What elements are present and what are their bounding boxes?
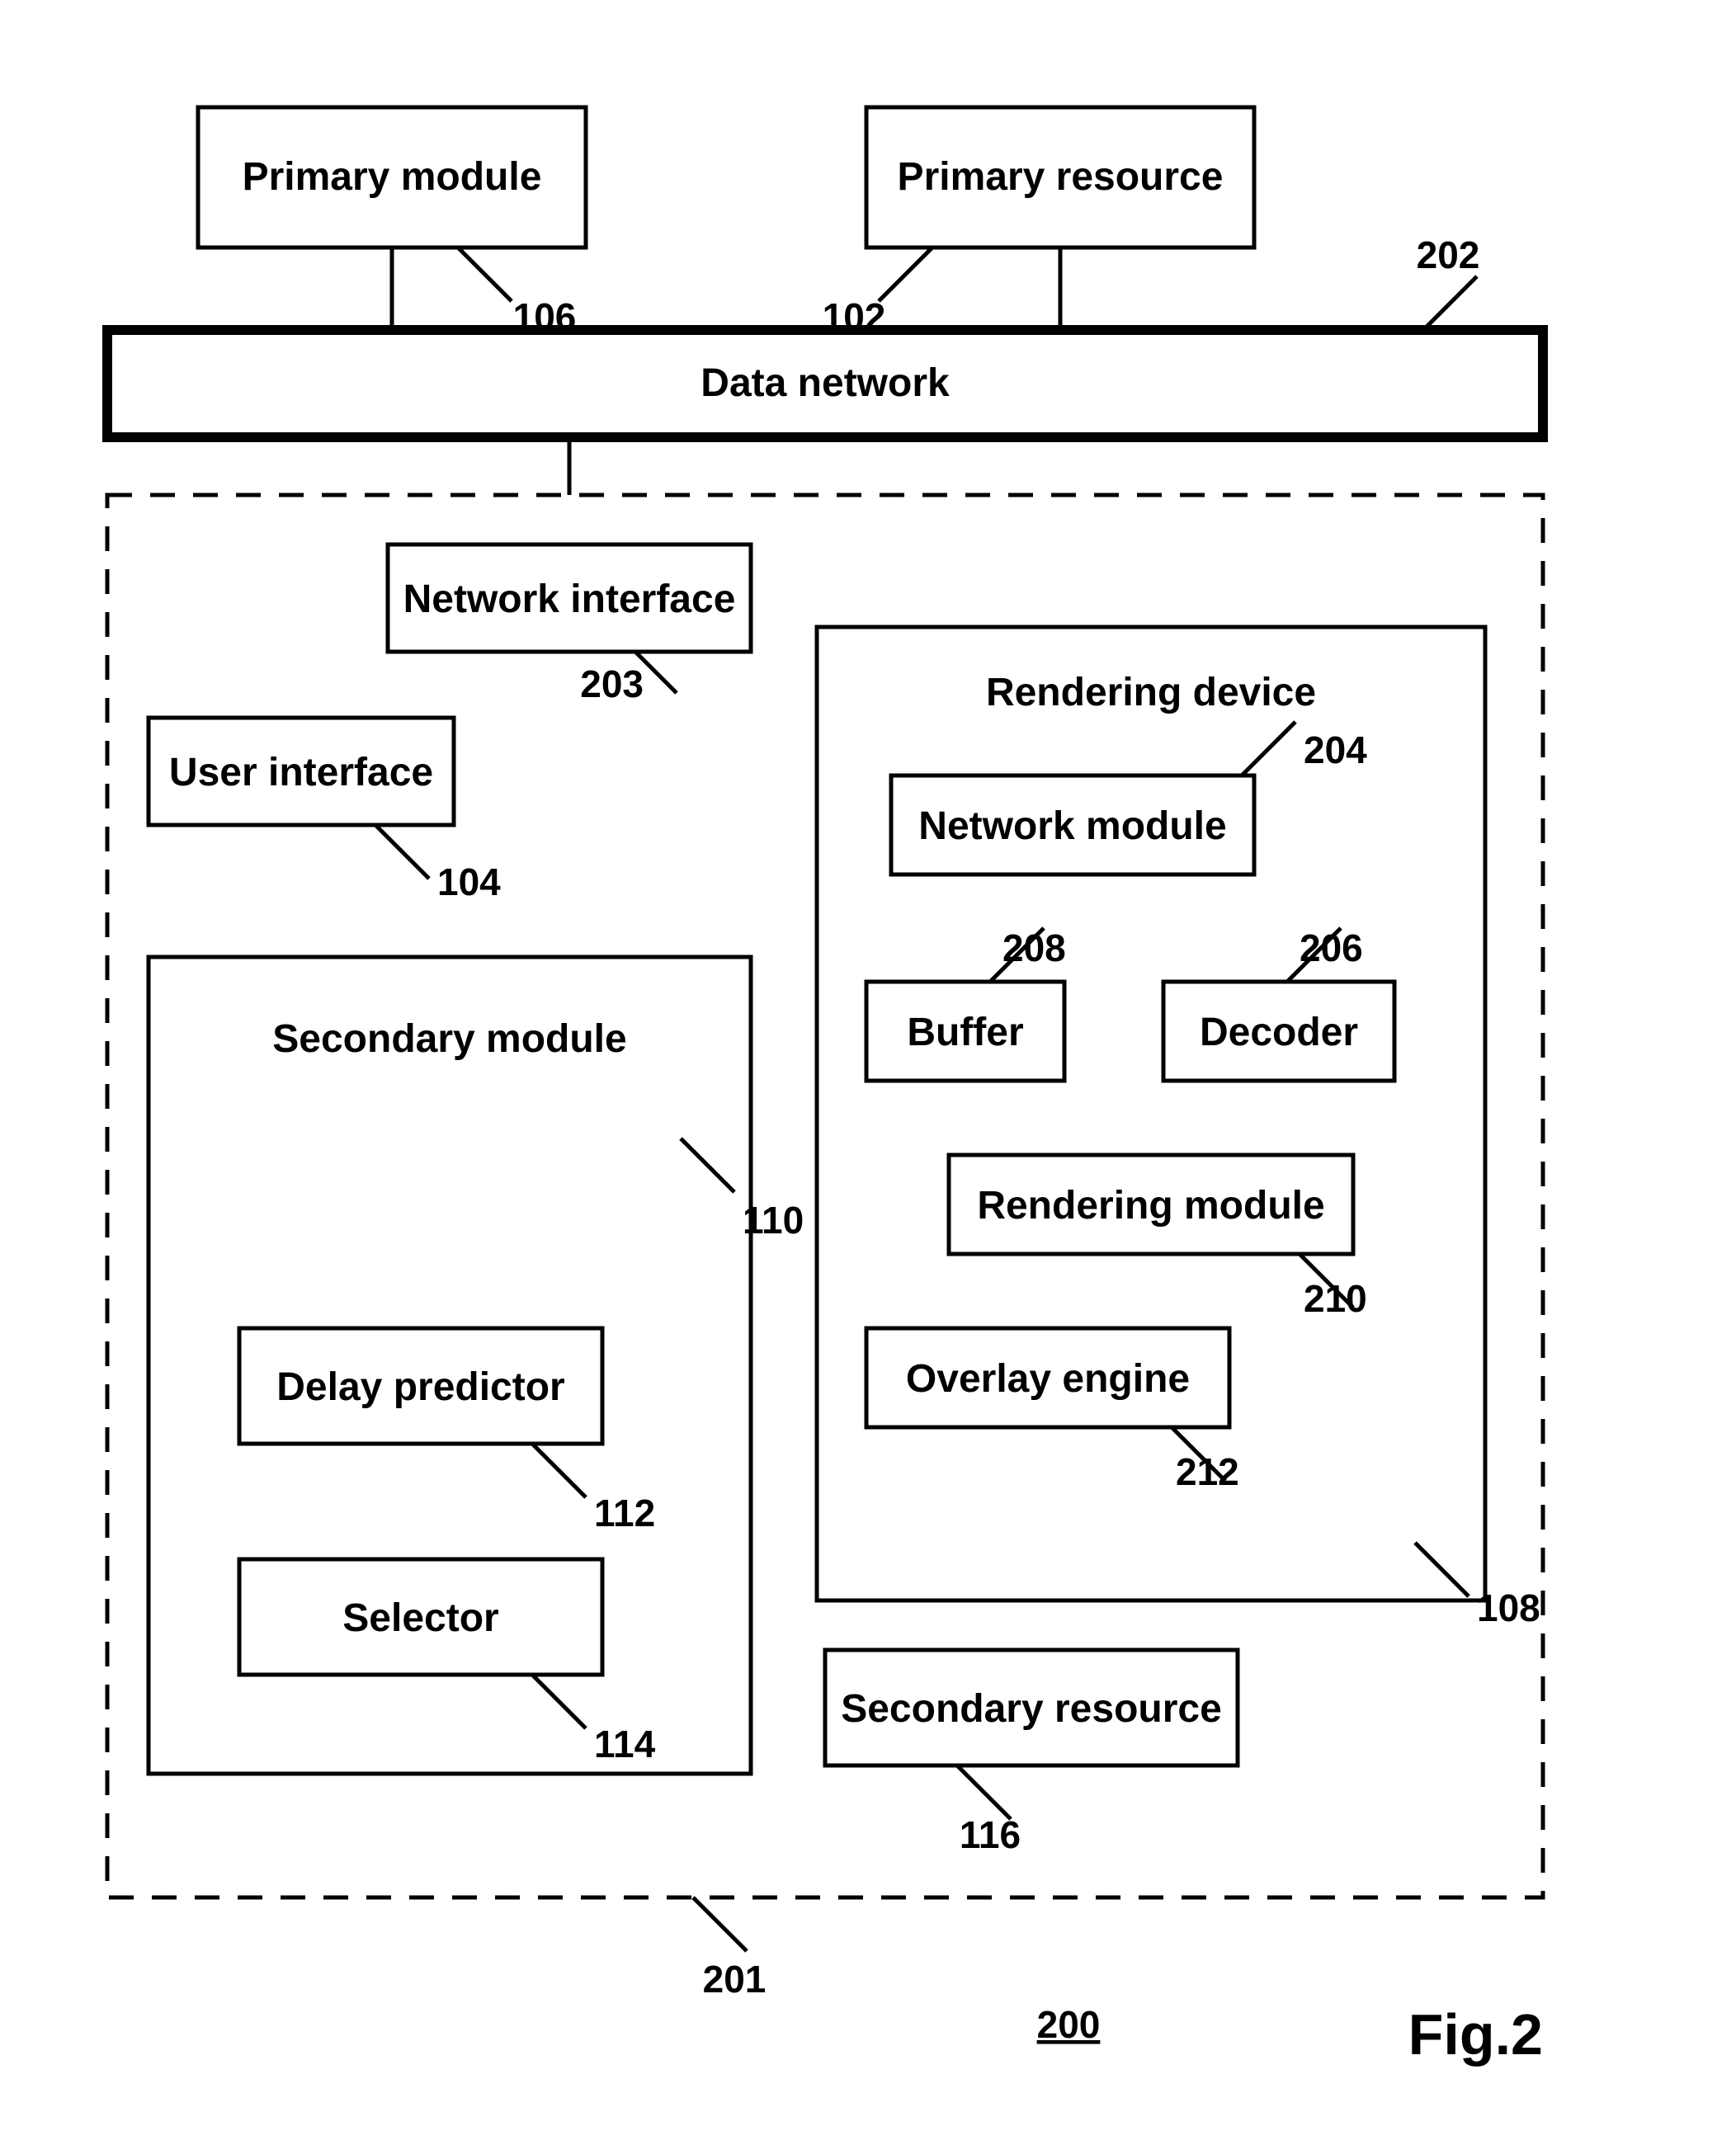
ref-114: 114 [594,1723,656,1765]
ref-210: 210 [1304,1277,1367,1320]
ref-lead-202 [1423,276,1477,330]
ref-110: 110 [743,1199,804,1242]
ref-203: 203 [580,662,644,705]
delay-predictor-label: Delay predictor [276,1365,564,1409]
figure-label: Fig.2 [1408,2002,1543,2067]
ref-lead-106 [458,247,512,301]
ref-104: 104 [437,860,501,903]
ref-lead-201 [693,1897,747,1951]
ref-206: 206 [1300,926,1363,969]
rendering-module-label: Rendering module [977,1184,1324,1228]
overlay-engine-label: Overlay engine [906,1357,1190,1401]
ref-112: 112 [594,1492,655,1534]
buffer-label: Buffer [907,1011,1023,1054]
primary-resource-label: Primary resource [898,155,1224,199]
ref-201: 201 [703,1958,767,2001]
secondary-module-label: Secondary module [272,1017,626,1061]
ref-212: 212 [1176,1450,1239,1493]
ref-lead-102 [879,247,932,301]
ref-202: 202 [1417,233,1480,276]
rendering-device-label: Rendering device [986,671,1316,714]
selector-label: Selector [342,1596,498,1640]
rendering-device-box [817,627,1485,1600]
primary-module-label: Primary module [243,155,542,199]
ref-116: 116 [960,1813,1021,1856]
figure-number: 200 [1037,2003,1101,2046]
network-module-label: Network module [918,804,1226,848]
ref-208: 208 [1002,926,1066,969]
user-interface-label: User interface [169,751,433,794]
data-network-label: Data network [701,361,950,405]
decoder-label: Decoder [1200,1011,1358,1054]
network-interface-label: Network interface [403,577,736,621]
secondary-resource-label: Secondary resource [841,1687,1222,1731]
ref-108: 108 [1477,1586,1540,1629]
ref-204: 204 [1304,728,1367,771]
